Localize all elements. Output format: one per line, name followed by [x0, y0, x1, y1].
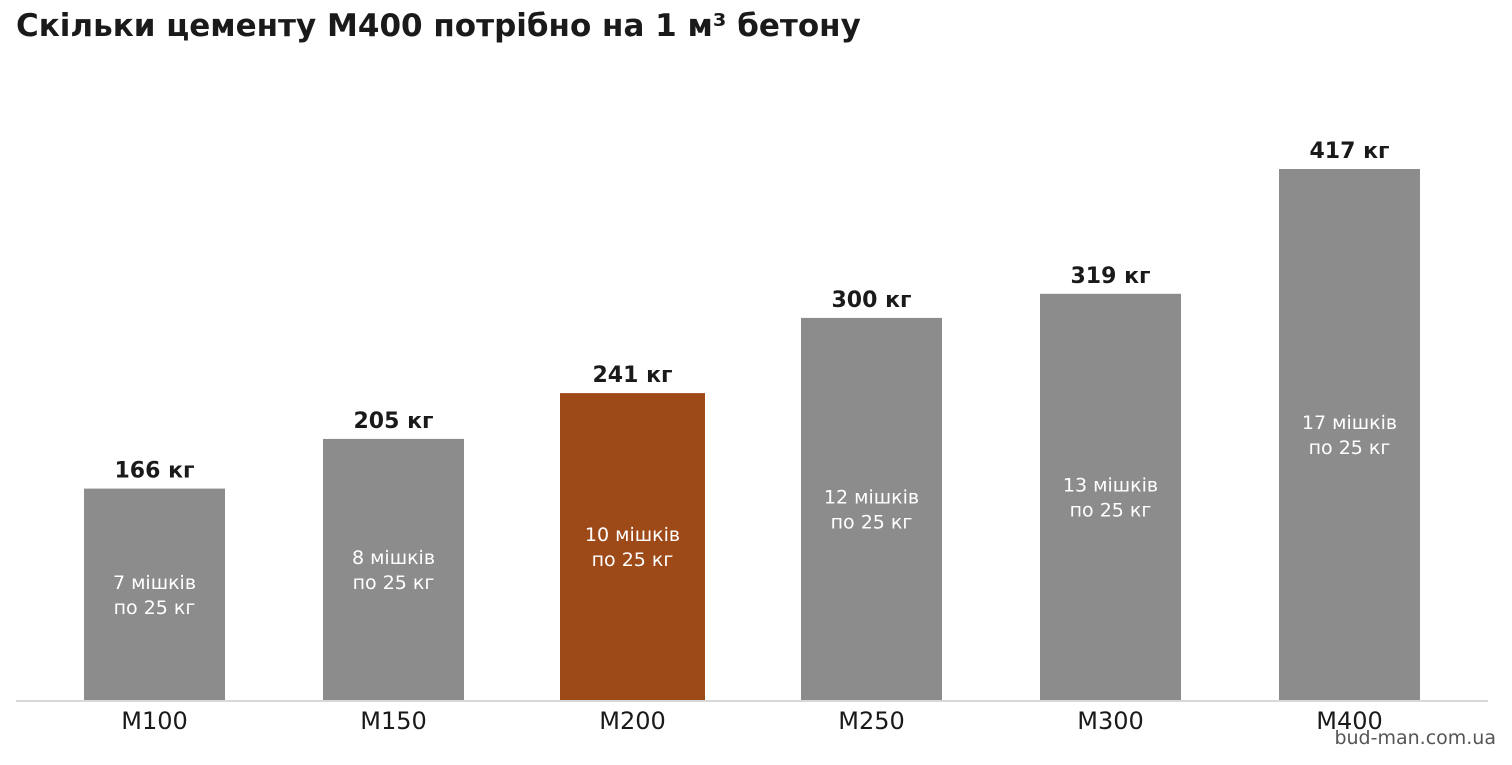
bar [801, 317, 942, 700]
bar-inner-label: 17 мішків [1302, 412, 1397, 434]
bar [1040, 293, 1181, 700]
bar-inner-label: по 25 кг [1070, 499, 1152, 521]
x-tick-label: М150 [360, 707, 427, 735]
bar-inner-label: по 25 кг [592, 549, 674, 571]
bar-inner-label: по 25 кг [114, 597, 196, 619]
x-tick-label: М100 [121, 707, 188, 735]
x-tick-label: М200 [599, 707, 666, 735]
bar [84, 488, 225, 700]
bar-inner-label: 10 мішків [585, 524, 680, 546]
chart-title: Скільки цементу М400 потрібно на 1 м³ бе… [16, 8, 861, 44]
value-label: 166 кг [114, 459, 194, 484]
value-label: 205 кг [353, 409, 433, 434]
value-label: 241 кг [592, 363, 672, 388]
value-label: 417 кг [1309, 139, 1389, 164]
source-watermark: bud-man.com.ua [1334, 727, 1496, 749]
value-label: 300 кг [831, 288, 911, 313]
bar-inner-label: 8 мішків [352, 547, 435, 569]
bar [560, 393, 705, 700]
bar-inner-label: 12 мішків [824, 487, 919, 509]
bar-inner-label: 7 мішків [113, 572, 196, 594]
bar [1279, 169, 1420, 700]
bar-inner-label: по 25 кг [1309, 437, 1391, 459]
x-tick-label: М250 [838, 707, 905, 735]
bar [323, 438, 464, 700]
x-tick-label: М400 [1316, 707, 1383, 735]
bar-inner-label: по 25 кг [353, 572, 435, 594]
bar-inner-label: по 25 кг [831, 512, 913, 534]
value-label: 319 кг [1070, 264, 1150, 289]
bar-inner-label: 13 мішків [1063, 474, 1158, 496]
x-tick-label: М300 [1077, 707, 1144, 735]
